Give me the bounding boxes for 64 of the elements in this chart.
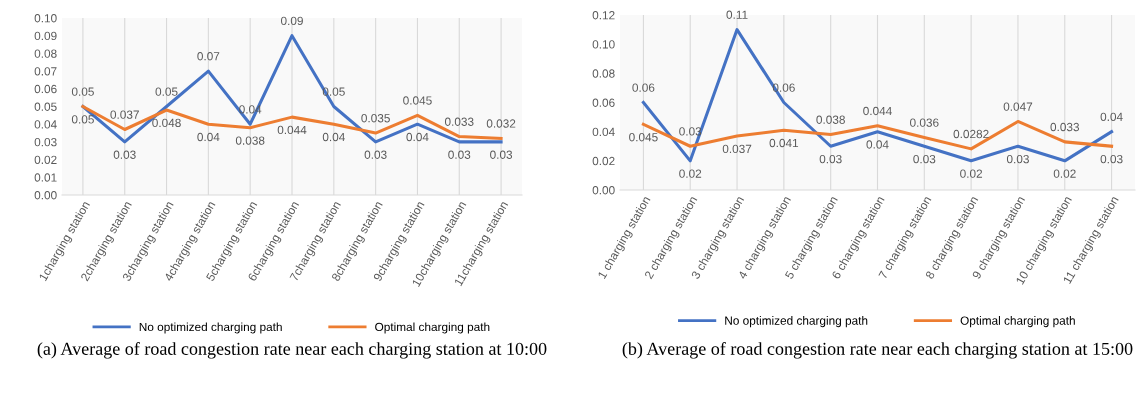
data-label: 0.02	[960, 169, 983, 178]
data-label: 0.038	[235, 136, 265, 145]
data-label: 0.032	[486, 119, 516, 128]
data-label: 0.033	[1050, 122, 1080, 132]
text: 0.09	[34, 31, 57, 41]
data-label: 0.04	[866, 140, 889, 149]
data-label: 0.0282	[953, 129, 989, 139]
data-label: 0.09	[280, 16, 303, 26]
data-label: 0.05	[71, 115, 94, 124]
text: 0.04	[34, 120, 57, 129]
data-label: 0.033	[444, 117, 474, 126]
legend-label: Optimal charging path	[375, 322, 490, 334]
data-label: 0.03	[113, 150, 136, 159]
data-label: 0.07	[197, 52, 220, 61]
data-label: 0.03	[913, 154, 936, 164]
data-label: 0.03	[490, 150, 513, 159]
data-label: 0.04	[406, 132, 429, 142]
text: 0.12	[592, 11, 615, 20]
text: (b) Average of road congestion rate near each charging station at 15:00	[622, 342, 1133, 359]
data-label: 0.047	[1003, 102, 1033, 111]
data-label: 0.03	[364, 150, 387, 159]
data-label: 0.06	[632, 83, 655, 92]
data-label: 0.05	[155, 87, 178, 96]
text: 0.04	[592, 127, 615, 137]
data-label: 0.045	[629, 133, 658, 142]
data-label: 0.037	[110, 110, 139, 119]
text: 0.00	[592, 186, 615, 195]
data-label: 0.04	[1100, 112, 1123, 121]
data-label: 0.045	[403, 96, 432, 105]
text: 0.08	[592, 69, 615, 78]
text: 0.10	[34, 14, 57, 23]
legend-label: Optimal charging path	[960, 316, 1075, 328]
text: 0.06	[34, 84, 57, 94]
data-label: 0.03	[819, 154, 842, 164]
text: (a) Average of road congestion rate near each charging station at 10:00	[37, 342, 547, 359]
data-label: 0.11	[726, 10, 748, 19]
data-label: 0.044	[863, 106, 892, 116]
data-label: 0.02	[1053, 169, 1076, 178]
data-label: 0.04	[197, 132, 220, 142]
data-label: 0.03	[448, 150, 471, 159]
legend-label: No optimized charging path	[139, 322, 282, 334]
data-label: 0.048	[152, 118, 181, 128]
data-label: 0.02	[679, 169, 702, 178]
data-label: 0.03	[1100, 154, 1123, 164]
data-label: 0.035	[361, 114, 390, 123]
data-label: 0.05	[71, 87, 94, 96]
data-label: 0.038	[816, 115, 845, 124]
data-label: 0.037	[722, 144, 752, 154]
text: 0.06	[592, 98, 615, 107]
text: 0.02	[592, 156, 615, 166]
text: 0.00	[34, 191, 57, 200]
text: 0.02	[34, 155, 57, 164]
data-label: 0.04	[322, 132, 345, 142]
text: 0.10	[592, 40, 615, 49]
data-label: 0.044	[277, 125, 307, 135]
legend-label: No optimized charging path	[725, 316, 868, 328]
text: 0.01	[34, 173, 57, 182]
text: 0.05	[34, 102, 57, 111]
data-label: 0.041	[769, 138, 799, 148]
data-label: 0.036	[910, 118, 939, 127]
data-label: 0.03	[1006, 154, 1029, 164]
text: 0.07	[34, 67, 57, 76]
text: 0.08	[34, 49, 57, 58]
text: 0.03	[34, 137, 57, 147]
